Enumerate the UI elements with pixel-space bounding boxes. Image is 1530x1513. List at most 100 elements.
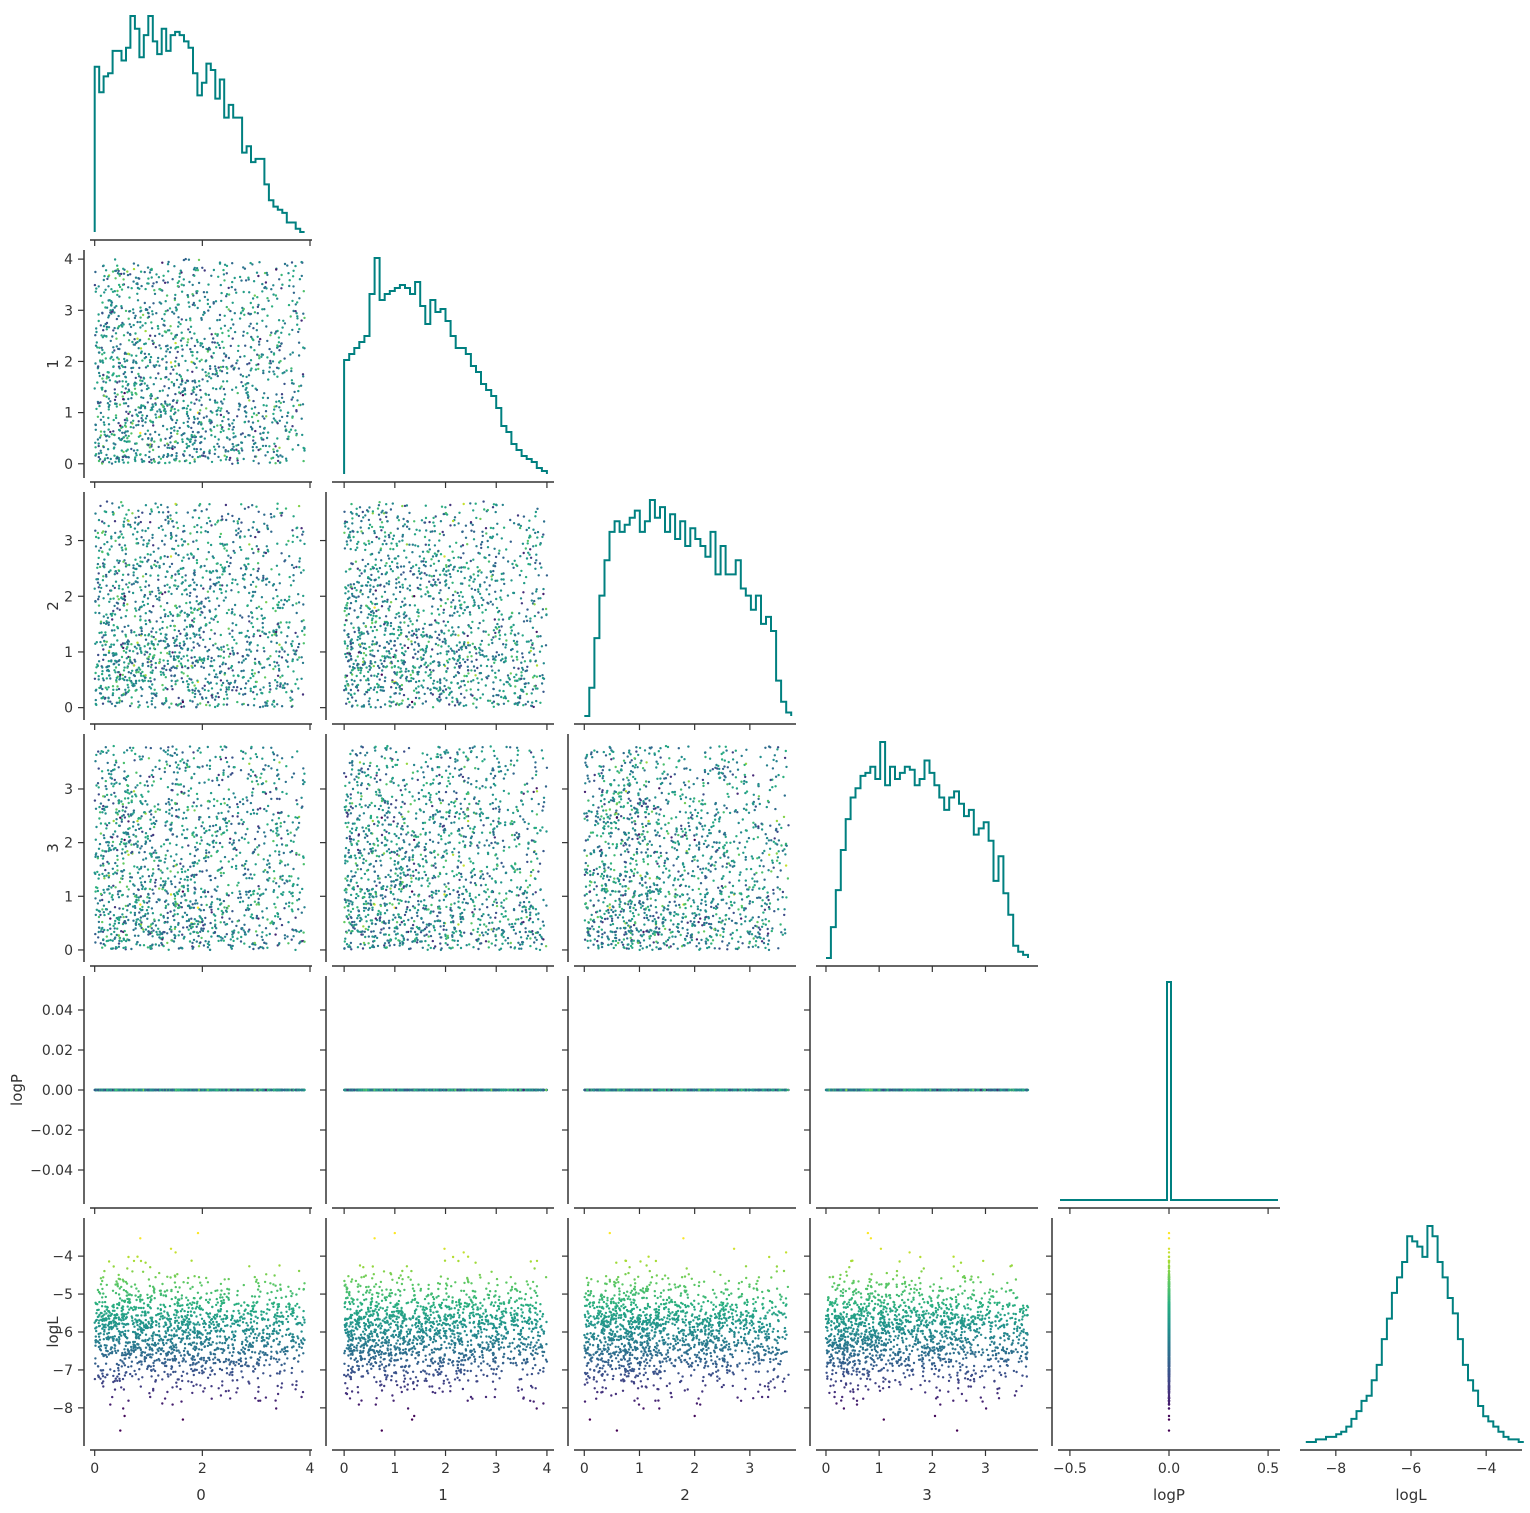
point (430, 671, 432, 673)
point (485, 527, 487, 529)
point (355, 549, 357, 551)
point (205, 697, 207, 699)
point (270, 568, 272, 570)
point (130, 448, 132, 450)
point (142, 405, 144, 407)
point (157, 360, 159, 362)
point (440, 645, 442, 647)
point (220, 366, 222, 368)
point (149, 361, 151, 363)
point (391, 681, 393, 683)
point (157, 587, 159, 589)
point (423, 679, 425, 681)
point (347, 645, 349, 647)
point (141, 630, 143, 632)
point (150, 747, 152, 749)
point (210, 355, 212, 357)
point (123, 595, 125, 597)
point (292, 821, 294, 823)
point (396, 671, 398, 673)
point (187, 675, 189, 677)
point (278, 651, 280, 653)
point (166, 506, 168, 508)
point (428, 581, 430, 583)
point (184, 360, 186, 362)
point (427, 591, 429, 593)
point (364, 514, 366, 516)
point (175, 667, 177, 669)
point (474, 670, 476, 672)
point (492, 603, 494, 605)
point (151, 537, 153, 539)
point (226, 561, 228, 563)
point (214, 341, 216, 343)
point (363, 622, 365, 624)
point (454, 591, 456, 593)
point (251, 612, 253, 614)
point (183, 641, 185, 643)
point (226, 272, 228, 274)
point (96, 341, 98, 343)
point (359, 506, 361, 508)
point (375, 621, 377, 623)
point (542, 533, 544, 535)
point (164, 585, 166, 587)
point (171, 381, 173, 383)
point (101, 353, 103, 355)
point (187, 686, 189, 688)
point (220, 414, 222, 416)
point (209, 520, 211, 522)
point (194, 656, 196, 658)
point (508, 683, 510, 685)
point (447, 559, 449, 561)
point (240, 549, 242, 551)
point (439, 652, 441, 654)
point (147, 401, 149, 403)
point (177, 409, 179, 411)
point (202, 428, 204, 430)
point (216, 319, 218, 321)
point (302, 346, 304, 348)
point (414, 641, 416, 643)
point (260, 608, 262, 610)
point (412, 573, 414, 575)
point (481, 541, 483, 543)
point (277, 367, 279, 369)
point (112, 365, 114, 367)
point (134, 521, 136, 523)
point (214, 584, 216, 586)
point (393, 692, 395, 694)
point (367, 617, 369, 619)
point (542, 691, 544, 693)
point (386, 601, 388, 603)
point (142, 575, 144, 577)
point (215, 388, 217, 390)
point (151, 310, 153, 312)
point (138, 411, 140, 413)
point (95, 826, 97, 828)
point (141, 389, 143, 391)
point (209, 571, 211, 573)
point (257, 644, 259, 646)
point (131, 512, 133, 514)
point (151, 340, 153, 342)
point (248, 325, 250, 327)
point (297, 390, 299, 392)
point (132, 574, 134, 576)
point (126, 909, 128, 911)
point (347, 660, 349, 662)
point (208, 600, 210, 602)
point (151, 534, 153, 536)
point (171, 445, 173, 447)
point (444, 506, 446, 508)
point (467, 669, 469, 671)
point (276, 503, 278, 505)
point (353, 609, 355, 611)
point (178, 808, 180, 810)
point (125, 562, 127, 564)
point (523, 515, 525, 517)
point (98, 678, 100, 680)
point (303, 290, 305, 292)
point (345, 587, 347, 589)
point (203, 452, 205, 454)
